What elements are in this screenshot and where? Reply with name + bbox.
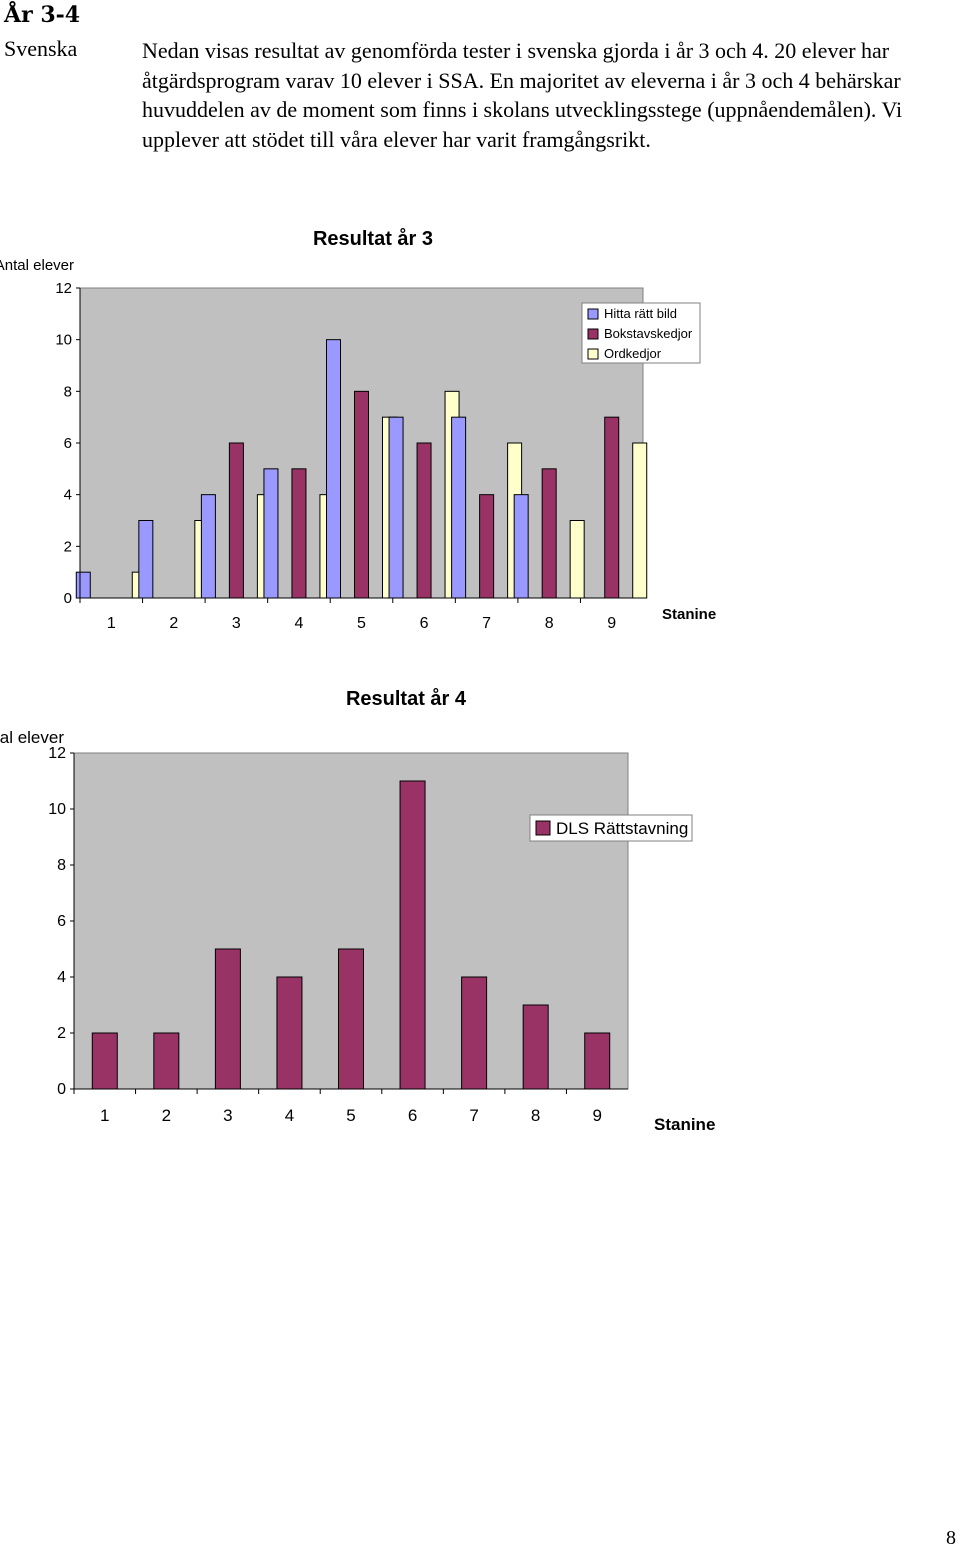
x-tick-label: 9 [592,1106,601,1125]
bar-dls-r-ttstavning [214,948,241,1090]
legend-swatch [535,820,551,836]
y-tick-label: 6 [64,435,72,452]
bar-hitta-r-tt-bild [388,416,404,599]
y-tick-label: 4 [57,969,66,986]
bar-dls-r-ttstavning [584,1032,611,1090]
x-tick-label: 8 [545,615,554,632]
legend-box [529,814,693,842]
y-tick-label: 10 [55,332,72,349]
intro-paragraph: Nedan visas resultat av genomförda teste… [142,38,903,152]
bar-dls-r-ttstavning [338,948,364,1090]
y-tick-label: 2 [57,1025,66,1042]
bar-dls-r-ttstavning [91,1032,118,1090]
chart-year-3-svg: Resultat år 3 Antal elever Stanine 0 2 4 6 8 10 1… [0,227,716,632]
bar-bokstavskedjor [291,468,307,599]
bar-dls-r-ttstavning [522,1004,549,1090]
legend-swatch [587,328,599,340]
bar-hitta-r-tt-bild [513,494,529,599]
x-tick-label: 5 [346,1106,355,1125]
x-tick-label: 2 [162,1106,171,1125]
legend-box [581,302,701,364]
x-tick-label: 9 [607,615,616,632]
x-axis-label: Stanine [662,606,716,623]
x-tick-label: 5 [357,615,366,632]
x-tick-label: 7 [482,615,491,632]
legend-swatch [587,348,599,360]
legend-label: DLS Rättstavning [556,819,688,838]
x-tick-label: 7 [469,1106,478,1125]
x-tick-label: 1 [107,615,116,632]
bar-bokstavskedjor [416,442,432,599]
chart-title: Resultat år 4 [346,687,467,710]
bar-bokstavskedjor [604,416,620,599]
chart-year-3: Resultat år 3 Antal elever Stanine 0 2 4 6 8 10 1… [0,215,960,645]
x-tick-label: 4 [285,1106,294,1125]
legend-label: Bokstavskedjor [604,326,693,341]
bar-hitta-r-tt-bild [138,520,154,599]
x-tick-label: 1 [100,1106,109,1125]
subject-label: Svenska [4,36,78,61]
chart-title: Resultat år 3 [313,227,433,250]
x-tick-label: 3 [232,615,241,632]
y-tick-label: 10 [48,801,66,818]
x-tick-label: 6 [408,1106,417,1125]
y-tick-label: 0 [57,1081,66,1098]
chart-year-4-svg: Resultat år 4 Antal elever Stanine 0 2 4 6 8 10 1… [0,687,715,1134]
y-tick-label: 2 [64,538,72,555]
bar-ordkedjor [569,520,585,599]
legend-label: Hitta rätt bild [604,306,677,321]
x-axis-label: Stanine [654,1115,715,1134]
bar-bokstavskedjor [479,494,495,599]
y-tick-label: 12 [55,280,72,297]
y-tick-label: 0 [64,590,72,607]
bar-bokstavskedjor [541,468,557,599]
y-tick-label: 12 [48,745,66,762]
y-tick-label: 8 [57,857,66,874]
bar-bokstavskedjor [354,390,369,599]
bar-dls-r-ttstavning [153,1032,180,1090]
bar-dls-r-ttstavning [461,976,488,1090]
bar-hitta-r-tt-bild [263,468,279,599]
y-tick-label: 4 [64,487,72,504]
bar-hitta-r-tt-bild [326,339,341,599]
x-tick-label: 6 [420,615,429,632]
page-heading: År 3-4 [4,2,81,28]
chart-year-4: Resultat år 4 Antal elever Stanine 0 2 4 6 8 10 1… [0,675,960,1145]
page-number: 8 [946,1527,956,1549]
bar-ordkedjor [632,442,648,599]
bar-bokstavskedjor [228,442,244,599]
y-tick-label: 8 [64,383,72,400]
legend-swatch [587,308,599,320]
x-tick-label: 4 [294,615,303,632]
bar-dls-r-ttstavning [276,976,303,1090]
bar-hitta-r-tt-bild [200,494,216,599]
x-tick-label: 3 [223,1106,232,1125]
bar-hitta-r-tt-bild [75,571,91,599]
legend-label: Ordkedjor [604,346,662,361]
bar-dls-r-ttstavning [399,780,426,1090]
y-tick-label: 6 [57,913,66,930]
x-tick-label: 8 [531,1106,540,1125]
y-axis-label: Antal elever [0,257,74,274]
x-tick-label: 2 [169,615,178,632]
y-axis-label: Antal elever [0,728,64,747]
bar-hitta-r-tt-bild [451,416,467,599]
